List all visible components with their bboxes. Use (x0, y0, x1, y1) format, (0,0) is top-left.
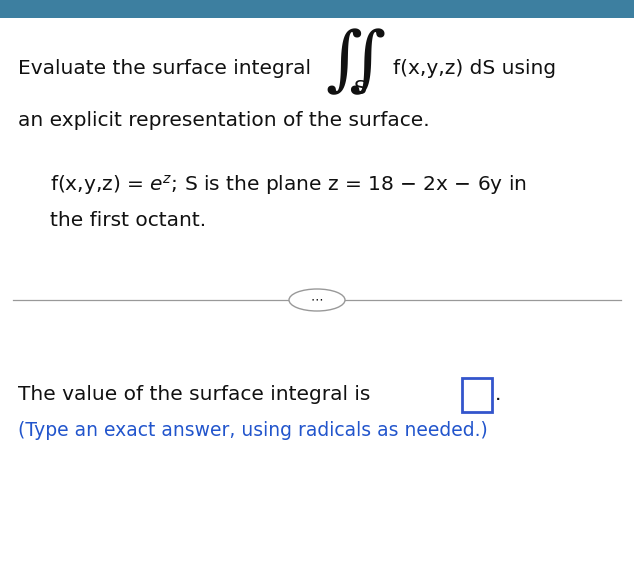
Text: Evaluate the surface integral: Evaluate the surface integral (18, 58, 311, 78)
Text: The value of the surface integral is: The value of the surface integral is (18, 385, 370, 405)
Bar (0, 0, 634, 18)
Ellipse shape (289, 289, 345, 311)
Text: .: . (495, 385, 501, 405)
FancyBboxPatch shape (462, 378, 492, 412)
Text: $\iint$: $\iint$ (325, 27, 385, 98)
Text: (Type an exact answer, using radicals as needed.): (Type an exact answer, using radicals as… (18, 420, 488, 440)
Text: f(x,y,z) = $e^z$; S is the plane z = 18 − 2x − 6y in: f(x,y,z) = $e^z$; S is the plane z = 18 … (50, 173, 527, 197)
Text: an explicit representation of the surface.: an explicit representation of the surfac… (18, 110, 430, 130)
Text: f(x,y,z) dS using: f(x,y,z) dS using (393, 58, 556, 78)
Text: the first octant.: the first octant. (50, 210, 206, 230)
Text: S: S (354, 78, 366, 98)
Text: ⋯: ⋯ (311, 294, 323, 307)
